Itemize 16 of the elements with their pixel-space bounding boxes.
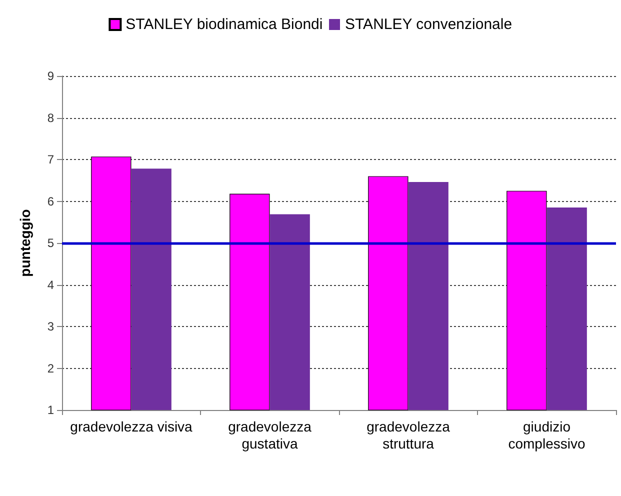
y-axis-title: punteggio bbox=[17, 209, 33, 277]
y-tick-label: 6 bbox=[47, 194, 54, 208]
y-tick-label: 7 bbox=[47, 152, 54, 166]
x-tick-label: gradevolezza gustativa bbox=[228, 418, 312, 452]
y-tick-label: 3 bbox=[47, 320, 54, 334]
y-tick-label: 9 bbox=[47, 69, 54, 83]
legend-label: STANLEY convenzionale bbox=[345, 16, 512, 33]
y-tick-label: 4 bbox=[47, 278, 54, 292]
y-tick-label: 1 bbox=[47, 403, 54, 417]
y-tick-label: 2 bbox=[47, 361, 54, 376]
y-tick-label: 8 bbox=[47, 110, 54, 125]
legend-label: STANLEY biodinamica Biondi bbox=[126, 16, 323, 33]
x-tick-label: giudizio complessivo bbox=[508, 418, 586, 452]
y-tick-label: 5 bbox=[47, 236, 54, 250]
x-tick-label: gradevolezza struttura bbox=[366, 418, 450, 452]
x-tick-label: gradevolezza visiva bbox=[70, 418, 193, 434]
